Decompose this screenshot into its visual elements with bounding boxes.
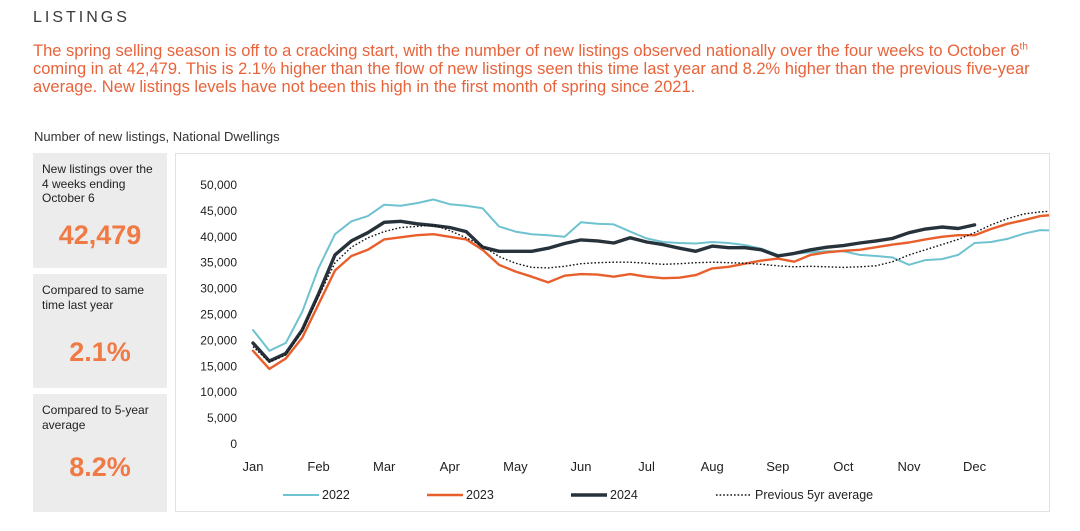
intro-text-part2: coming in at 42,479. This is 2.1% higher… — [33, 60, 1030, 96]
stat-label: Compared to same time last year — [42, 283, 145, 312]
y-tick-label: 50,000 — [200, 178, 237, 192]
x-tick-label: Jun — [571, 459, 592, 474]
y-axis: 50,000 45,000 40,000 35,000 30,000 25,000 20,0… — [200, 178, 237, 451]
x-tick-label: Aug — [701, 459, 724, 474]
x-tick-label: Mar — [373, 459, 396, 474]
stat-card-vs-last-year: Compared to same time last year 2.1% — [33, 274, 167, 388]
section-title: LISTINGS — [33, 9, 130, 26]
x-axis: Jan Feb Mar Apr May Jun Jul Aug Sep Oct Nov Dec — [243, 459, 987, 474]
y-tick-label: 15,000 — [200, 359, 237, 373]
legend-label: 2022 — [322, 488, 350, 502]
series-line-2024 — [251, 219, 977, 363]
series-line-previous-5yr-average — [252, 210, 1049, 363]
series-line-2023 — [251, 214, 1049, 371]
stat-value: 42,479 — [58, 220, 142, 250]
x-tick-label: Nov — [897, 459, 921, 474]
legend-label: 2024 — [610, 488, 638, 502]
intro-paragraph: The spring selling season is off to a cr… — [33, 42, 1043, 96]
x-tick-label: Sep — [766, 459, 789, 474]
series-lines — [251, 198, 1049, 371]
y-tick-label: 10,000 — [200, 385, 237, 399]
y-tick-label: 0 — [230, 437, 237, 451]
y-tick-label: 5,000 — [207, 411, 237, 425]
y-tick-label: 30,000 — [200, 282, 237, 296]
stat-label: New listings over the 4 weeks ending Oct… — [42, 162, 153, 205]
intro-superscript: th — [1019, 41, 1028, 53]
x-tick-label: Apr — [440, 459, 461, 474]
x-tick-label: Dec — [963, 459, 987, 474]
series-line-2022 — [252, 198, 1049, 352]
y-tick-label: 40,000 — [200, 230, 237, 244]
y-tick-label: 25,000 — [200, 308, 237, 322]
x-tick-label: Feb — [307, 459, 329, 474]
x-tick-label: Jul — [638, 459, 655, 474]
x-tick-label: Oct — [833, 459, 854, 474]
stat-value: 8.2% — [69, 452, 131, 482]
intro-text-part1: The spring selling season is off to a cr… — [33, 42, 1020, 60]
chart-subtitle: Number of new listings, National Dwellin… — [34, 129, 280, 144]
stat-card-vs-5yr-average: Compared to 5-year average 8.2% — [33, 394, 167, 512]
x-tick-label: Jan — [243, 459, 264, 474]
y-tick-label: 35,000 — [200, 256, 237, 270]
chart-frame: 50,000 45,000 40,000 35,000 30,000 25,000 20,0… — [175, 153, 1050, 512]
y-tick-label: 45,000 — [200, 204, 237, 218]
x-tick-label: May — [503, 459, 528, 474]
y-tick-label: 20,000 — [200, 333, 237, 347]
stat-label: Compared to 5-year average — [42, 403, 149, 432]
legend-label: Previous 5yr average — [755, 488, 873, 502]
legend-label: 2023 — [466, 488, 494, 502]
stat-card-new-listings: New listings over the 4 weeks ending Oct… — [33, 153, 167, 268]
new-listings-line-chart: 50,000 45,000 40,000 35,000 30,000 25,000 20,0… — [200, 178, 1049, 502]
stat-value: 2.1% — [69, 337, 131, 367]
legend: 2022 2023 2024 Previous 5yr average — [283, 488, 873, 502]
